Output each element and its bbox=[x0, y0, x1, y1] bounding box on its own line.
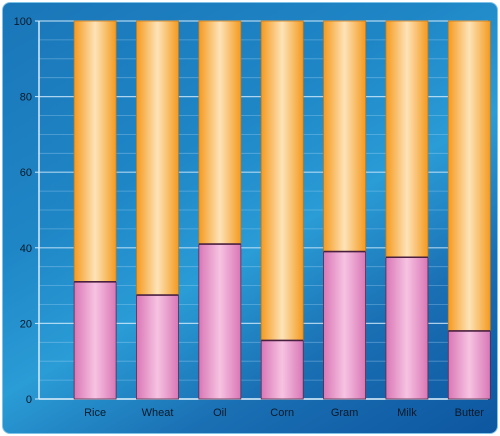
bars bbox=[73, 20, 491, 400]
bar-segment-lower[interactable] bbox=[136, 294, 179, 400]
axis-labels: 0 20 40 60 80 100 Rice Wheat Oil Corn Gram Milk Butt… bbox=[14, 16, 485, 419]
y-tick-label: 60 bbox=[20, 167, 32, 179]
x-category-label: Oil bbox=[213, 407, 226, 419]
bar-segment-upper[interactable] bbox=[447, 20, 491, 332]
bar-segment-lower[interactable] bbox=[385, 256, 429, 400]
bar-segment-lower[interactable] bbox=[198, 243, 242, 400]
y-tick-label: 80 bbox=[20, 92, 32, 104]
bar-segment-upper[interactable] bbox=[73, 20, 117, 283]
x-category-label: Milk bbox=[397, 407, 417, 419]
bar-segment-lower[interactable] bbox=[323, 251, 366, 400]
bar-segment-lower[interactable] bbox=[447, 330, 491, 400]
y-tick-label: 40 bbox=[20, 243, 32, 255]
y-tick-label: 100 bbox=[14, 16, 32, 28]
x-category-label: Wheat bbox=[142, 407, 174, 419]
y-tick-label: 20 bbox=[20, 318, 32, 330]
bar-segment-upper[interactable] bbox=[385, 20, 429, 258]
x-category-label: Gram bbox=[331, 407, 359, 419]
x-category-label: Corn bbox=[270, 407, 294, 419]
bar-segment-lower[interactable] bbox=[260, 340, 304, 400]
x-category-label: Rice bbox=[84, 407, 106, 419]
stacked-bar-chart: 0 20 40 60 80 100 Rice Wheat Oil Corn Gram Milk Butt… bbox=[14, 16, 491, 419]
x-category-label: Butter bbox=[455, 407, 485, 419]
bar-segment-upper[interactable] bbox=[136, 20, 179, 296]
bar-segment-upper[interactable] bbox=[198, 20, 242, 245]
bar-segment-upper[interactable] bbox=[323, 20, 366, 252]
bar-segment-lower[interactable] bbox=[73, 281, 117, 400]
bar-segment-upper[interactable] bbox=[260, 20, 304, 341]
y-tick-label: 0 bbox=[26, 394, 32, 406]
